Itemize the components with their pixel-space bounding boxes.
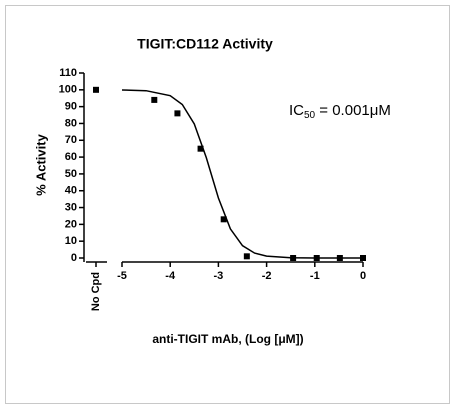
point bbox=[197, 145, 204, 152]
control-point bbox=[93, 86, 99, 93]
chart-title: TIGIT:CD112 Activity bbox=[137, 36, 273, 52]
y-tick-label: 60 bbox=[65, 151, 77, 163]
annotation-rest: = 0.001μM bbox=[315, 102, 391, 119]
point bbox=[151, 96, 158, 103]
y-tick-label: 0 bbox=[71, 252, 77, 264]
y-tick-label: 110 bbox=[59, 67, 77, 79]
y-tick-label: 50 bbox=[65, 168, 77, 180]
y-tick-label: 30 bbox=[65, 201, 77, 213]
point bbox=[336, 255, 343, 261]
y-tick-label: 10 bbox=[65, 235, 77, 247]
point bbox=[174, 110, 181, 117]
x-tick-label: 0 bbox=[360, 270, 366, 282]
y-tick-label: 70 bbox=[65, 134, 77, 146]
x-tick-label: -2 bbox=[262, 270, 272, 282]
x-tick-label: -4 bbox=[165, 270, 176, 282]
y-tick-label: 80 bbox=[65, 117, 77, 129]
control-label: No Cpd bbox=[90, 272, 102, 311]
annotation: IC50 = 0.001μM bbox=[289, 102, 391, 121]
y-tick-label: 20 bbox=[65, 218, 77, 230]
x-axis-label: anti-TIGIT mAb, (Log [μM]) bbox=[152, 332, 303, 346]
point bbox=[243, 253, 250, 260]
y-tick-label: 100 bbox=[59, 84, 77, 96]
x-tick-label: -3 bbox=[214, 270, 224, 282]
x-tick-label: -5 bbox=[117, 270, 127, 282]
point bbox=[220, 216, 227, 223]
y-tick-label: 40 bbox=[65, 185, 77, 197]
point bbox=[313, 255, 320, 261]
x-tick-label: -1 bbox=[310, 270, 320, 282]
point bbox=[360, 255, 366, 261]
annotation-subscript: 50 bbox=[304, 110, 316, 121]
point bbox=[290, 255, 297, 261]
y-tick-label: 90 bbox=[65, 101, 77, 113]
frame bbox=[5, 5, 450, 404]
annotation-main: IC bbox=[289, 102, 304, 119]
fit-curve bbox=[121, 89, 363, 259]
y-axis-label: % Activity bbox=[33, 133, 48, 195]
